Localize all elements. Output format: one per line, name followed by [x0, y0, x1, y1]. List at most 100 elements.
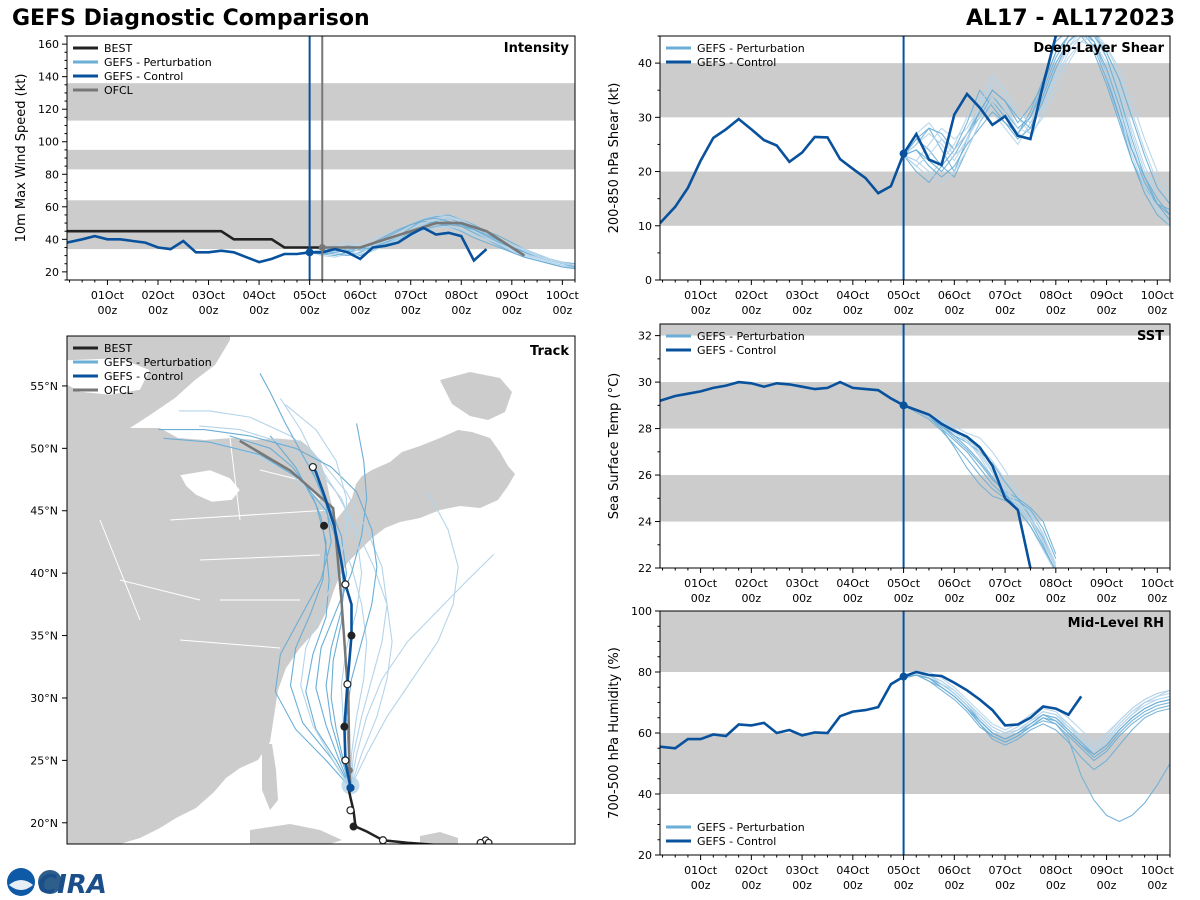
intensity-panel-title: Intensity	[504, 41, 570, 56]
rh-xtick-hour: 00z	[1046, 879, 1066, 892]
sst-frame	[659, 323, 1171, 569]
shear-xtick-day: 09Oct	[1090, 289, 1124, 302]
rh-xtick-hour: 00z	[995, 879, 1015, 892]
cira-logo: CIRA	[7, 868, 107, 898]
rh-ylabel: 700-500 hPa Humidity (%)	[607, 647, 622, 819]
intensity-ylabel: 10m Max Wind Speed (kt)	[14, 74, 29, 243]
intensity-legend-label: GEFS - Perturbation	[104, 56, 212, 69]
hispaniola-land	[420, 832, 458, 844]
shear-xtick-day: 04Oct	[836, 289, 870, 302]
sst-band	[660, 324, 1170, 336]
cira-wordmark: CIRA	[38, 870, 107, 898]
shear-panel-title: Deep-Layer Shear	[1033, 41, 1164, 56]
sst-ytick-label: 32	[638, 330, 652, 343]
great-lakes	[179, 469, 241, 503]
intensity-xtick-hour: 00z	[300, 304, 320, 317]
shear-ytick-label: 30	[638, 111, 652, 124]
rh-ytick-label: 100	[631, 605, 652, 618]
intensity-xtick-hour: 00z	[148, 304, 168, 317]
shear-xtick-hour: 00z	[1046, 304, 1066, 317]
sst-band	[660, 475, 1170, 522]
sst-xtick-day: 10Oct	[1141, 577, 1175, 590]
best-track-point	[349, 822, 358, 831]
perturbation-track	[259, 373, 352, 788]
intensity-xtick-hour: 00z	[98, 304, 118, 317]
state-border	[119, 579, 201, 601]
intensity-ytick-label: 60	[45, 201, 59, 214]
track-frame	[66, 335, 576, 845]
shear-xtick-day: 02Oct	[735, 289, 769, 302]
perturbation-track	[158, 429, 378, 788]
rh-xtick-day: 09Oct	[1090, 864, 1124, 877]
shear-ytick-label: 10	[638, 220, 652, 233]
intensity-xtick-day: 03Oct	[192, 289, 226, 302]
intensity-ytick-label: 20	[45, 266, 59, 279]
shear-xtick-hour: 00z	[843, 304, 863, 317]
shear-init-point	[899, 149, 908, 158]
sst-xtick-hour: 00z	[1046, 592, 1066, 605]
best-track-point-open	[346, 806, 355, 815]
sst-xtick-hour: 00z	[944, 592, 964, 605]
sst-xtick-day: 06Oct	[938, 577, 972, 590]
shear-band	[660, 171, 1170, 226]
sst-xtick-day: 07Oct	[989, 577, 1023, 590]
intensity-perturbation-line	[309, 225, 575, 266]
shear-xtick-day: 03Oct	[786, 289, 820, 302]
shear-plot-area	[660, 36, 1170, 227]
sst-ytick-label: 24	[638, 516, 652, 529]
intensity-ytick-label: 40	[45, 233, 59, 246]
rh-xtick-day: 03Oct	[786, 864, 820, 877]
rh-init-point	[899, 672, 908, 681]
sst-xtick-day: 05Oct	[887, 577, 921, 590]
shear-frame	[659, 35, 1171, 281]
intensity-init-point	[305, 248, 314, 257]
shear-xtick-hour: 00z	[1147, 304, 1167, 317]
sst-ytick-label: 28	[638, 423, 652, 436]
sst-ylabel: Sea Surface Temp (°C)	[607, 373, 622, 520]
noaa-bird-icon	[9, 880, 33, 890]
intensity-xtick-day: 01Oct	[91, 289, 125, 302]
track-lat-label: 35°N	[30, 630, 58, 643]
rh-legend-label: GEFS - Perturbation	[697, 821, 805, 834]
rh-xtick-hour: 00z	[1147, 879, 1167, 892]
intensity-legend-label: GEFS - Control	[104, 70, 183, 83]
track-lat-label: 45°N	[30, 505, 58, 518]
intensity-xtick-day: 10Oct	[546, 289, 580, 302]
intensity-ytick-label: 80	[45, 168, 59, 181]
perturbation-track	[350, 491, 459, 789]
shear-perturbation-line	[903, 40, 1170, 227]
rh-legend-label: GEFS - Control	[697, 835, 776, 848]
track-lat-label: 25°N	[30, 754, 58, 767]
rh-xtick-hour: 00z	[944, 879, 964, 892]
rh-ytick-label: 40	[638, 788, 652, 801]
intensity-band	[67, 149, 575, 170]
state-border	[99, 519, 141, 621]
sst-xtick-day: 04Oct	[836, 577, 870, 590]
rh-xtick-day: 08Oct	[1039, 864, 1073, 877]
sst-xtick-hour: 00z	[1097, 592, 1117, 605]
control-track-point-open	[343, 680, 352, 689]
rh-plot-area	[660, 611, 1170, 823]
sst-xtick-day: 02Oct	[735, 577, 769, 590]
shear-ylabel: 200-850 hPa Shear (kt)	[607, 83, 622, 234]
sst-xtick-hour: 00z	[843, 592, 863, 605]
perturbation-track	[279, 398, 393, 788]
perturbation-track	[269, 435, 351, 789]
newfoundland-land	[440, 372, 512, 420]
shear-xtick-hour: 00z	[741, 304, 761, 317]
state-border	[229, 437, 241, 521]
track-lat-label: 55°N	[30, 380, 58, 393]
best-track-point-open	[378, 836, 388, 844]
intensity-legend-label: BEST	[104, 42, 132, 55]
control-track-point-open	[308, 462, 317, 472]
hudson-bay	[67, 357, 151, 396]
panel-intensity: 20 40 60 80 100 120 140 160 01Oct 00z 02Oct 00z 03Oc…	[14, 35, 580, 317]
shear-legend-label: GEFS - Perturbation	[697, 42, 805, 55]
intensity-xtick-day: 09Oct	[495, 289, 529, 302]
sst-xtick-hour: 00z	[741, 592, 761, 605]
sst-ytick-label: 30	[638, 376, 652, 389]
shear-band	[660, 63, 1170, 118]
intensity-band	[67, 83, 575, 121]
intensity-ytick-label: 100	[38, 136, 59, 149]
